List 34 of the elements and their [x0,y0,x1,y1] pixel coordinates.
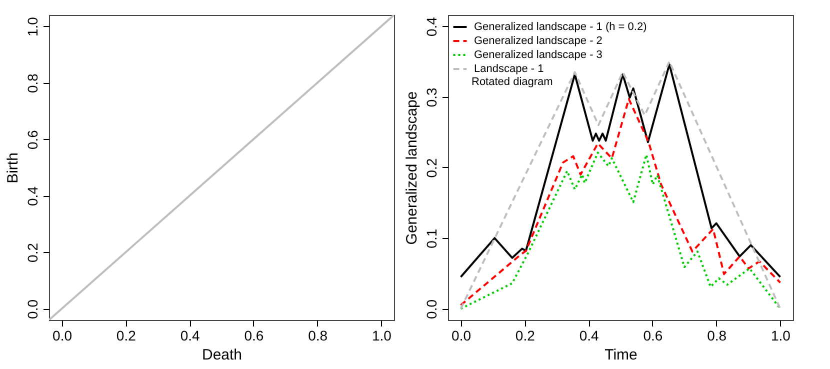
y-tick-label: 0.0 [424,299,440,319]
line-series [460,98,782,306]
x-tick-label: 1.0 [372,328,392,344]
x-tick-label: 1.0 [770,328,791,344]
x-axis-title: Time [604,346,638,364]
x-axis-title: Death [202,346,242,364]
line-series [460,152,782,310]
annotation: Rotated diagram [472,76,553,88]
y-tick-label: 0.2 [24,242,40,262]
x-tick-label: 0.6 [244,328,264,344]
y-tick-label: 0.4 [24,186,40,206]
legend-label: Generalized landscape - 3 [474,49,602,61]
x-tick-label: 0.8 [308,328,328,344]
x-tick-label: 0.0 [452,328,472,344]
x-tick-label: 0.6 [643,328,663,344]
y-tick-label: 0.3 [424,87,440,108]
x-tick-label: 0.4 [180,328,200,344]
y-tick-label: 1.0 [24,16,40,37]
x-tick-label: 0.2 [515,328,536,344]
x-tick-label: 0.4 [579,328,599,344]
y-tick-label: 0.1 [424,228,440,248]
y-tick-label: 0.0 [24,299,40,319]
legend-label: Generalized landscape - 1 (h = 0.2) [474,21,647,33]
y-tick-label: 0.8 [24,73,40,94]
y-axis-title: Birth [4,152,22,184]
legend-label: Landscape - 1 [474,63,544,75]
x-tick-label: 0.0 [52,328,72,344]
y-tick-label: 0.2 [424,158,440,178]
y-tick-label: 0.4 [424,16,440,37]
x-tick-label: 0.8 [707,328,727,344]
legend-label: Generalized landscape - 2 [474,35,602,47]
y-axis-title: Generalized landscape [404,91,420,245]
y-tick-label: 0.6 [24,130,40,150]
x-tick-label: 0.2 [116,328,136,344]
